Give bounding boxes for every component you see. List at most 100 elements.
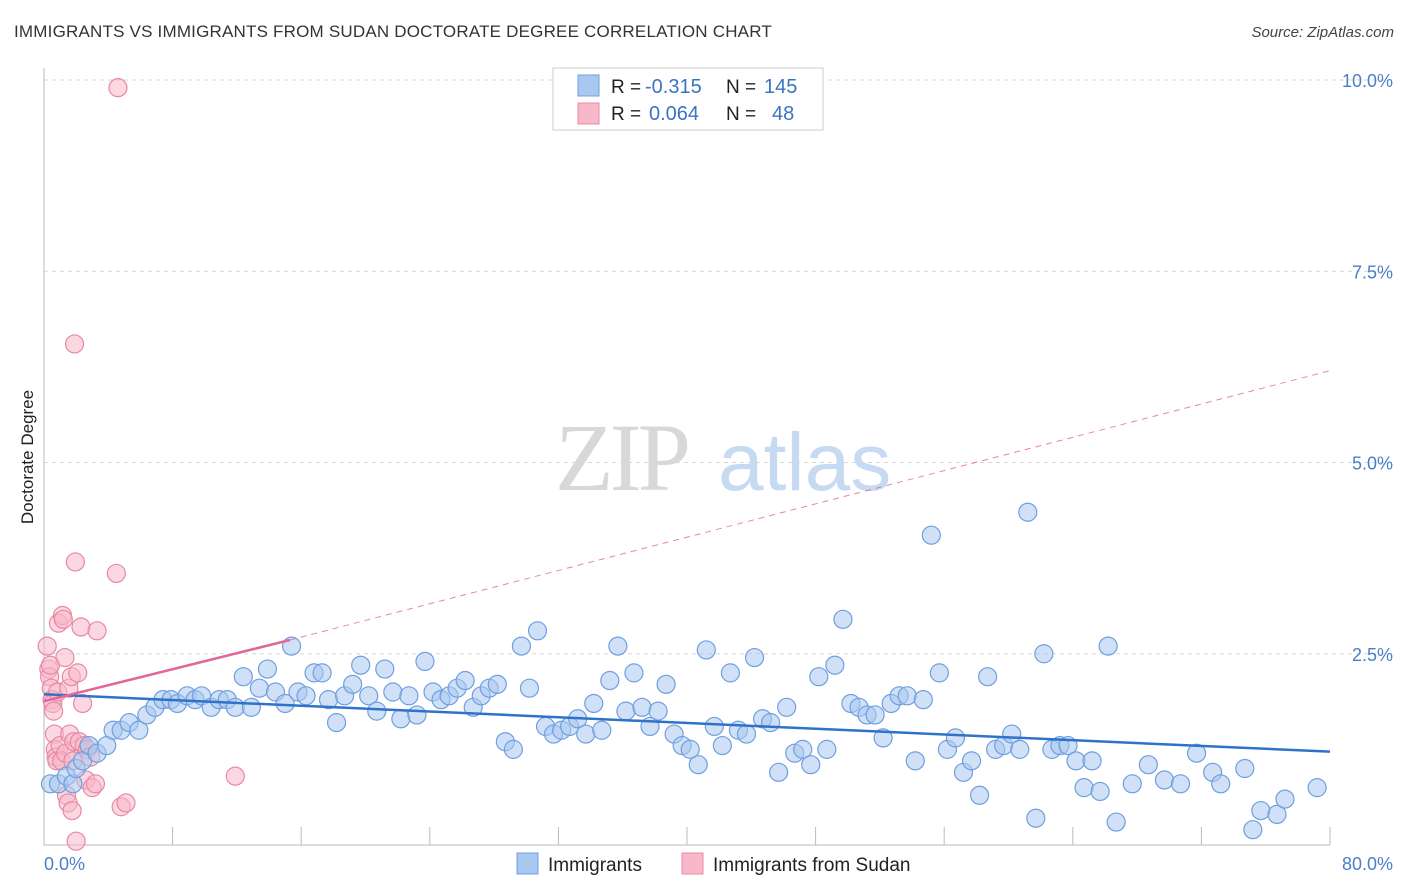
legend-r-label-2: R = [611,104,641,125]
point-1-40 [85,774,106,794]
gridlines [44,79,1395,655]
bottom-legend-swatch-immigrants [516,852,539,875]
point-0-84 [704,716,724,737]
y-tick-label-0: 2.5% [1352,645,1393,665]
point-0-138 [1170,774,1191,794]
point-0-62 [527,621,548,641]
point-0-70 [592,720,612,740]
point-1-46 [225,766,245,786]
point-0-42 [367,701,387,721]
point-1-18 [55,647,75,668]
point-0-109 [905,751,925,771]
x-tick-label-1: 80.0% [1342,854,1393,874]
point-0-136 [1138,755,1158,775]
legend-swatch-sudan [577,102,600,125]
point-0-93 [777,697,797,717]
point-0-112 [929,663,949,683]
point-0-142 [1235,758,1255,779]
point-0-98 [817,739,837,759]
bottom-legend-swatch-sudan [681,852,704,875]
point-0-105 [873,728,893,748]
point-0-92 [769,762,789,782]
point-0-144 [1251,800,1271,821]
trend-sudan-dashed [289,370,1331,641]
point-0-45 [391,709,411,729]
point-1-34 [72,693,93,714]
point-0-26 [241,697,261,717]
point-1-33 [71,617,91,637]
point-0-73 [616,701,636,721]
point-0-133 [1098,636,1118,656]
bottom-legend-label-sudan: Immigrants from Sudan [713,855,910,876]
point-0-86 [720,663,741,683]
point-0-72 [608,636,628,656]
point-0-78 [656,674,676,694]
legend-n-label-2: N = [726,104,756,125]
legend-n-value-2: 48 [772,103,794,125]
point-0-27 [249,678,270,698]
point-0-134 [1106,812,1126,832]
point-0-139 [1186,743,1207,763]
legend-r-label-1: R = [611,77,641,98]
point-0-100 [833,609,853,629]
point-0-25 [233,667,253,687]
point-0-125 [1034,644,1054,664]
series-legend: Immigrants Immigrants from Sudan [516,852,910,876]
tick-labels: 2.5% 5.0% 7.5% 10.0% 0.0% 80.0% [44,71,1393,874]
point-0-68 [576,724,596,744]
y-axis-title: Doctorate Degree [18,390,37,524]
point-0-47 [407,705,427,725]
point-0-114 [945,728,966,748]
axes [43,68,1331,846]
point-0-53 [455,670,475,691]
legend-r-value-1: -0.315 [645,76,702,98]
point-0-99 [825,655,845,675]
point-1-25 [62,800,82,821]
point-0-35 [312,663,332,683]
y-tick-label-2: 7.5% [1352,262,1393,282]
point-0-60 [511,636,532,656]
point-0-96 [801,755,821,775]
point-1-0 [37,636,57,656]
chart-title: IMMIGRANTS VS IMMIGRANTS FROM SUDAN DOCT… [14,22,772,41]
legend-n-value-1: 145 [764,76,797,98]
point-0-24 [225,697,245,717]
point-0-137 [1154,770,1175,790]
point-0-74 [624,663,644,683]
point-0-37 [326,712,347,733]
x-tick-label-0: 0.0% [44,854,85,874]
point-0-12 [129,720,149,740]
point-0-123 [1018,502,1038,522]
point-0-111 [921,525,941,545]
point-0-85 [712,735,732,756]
point-0-57 [487,674,507,694]
trend-immigrants [43,693,1331,753]
point-1-7 [44,701,64,721]
point-0-89 [744,647,765,668]
point-0-43 [375,659,395,679]
point-0-39 [343,674,363,694]
point-0-71 [600,670,620,691]
trend-lines [43,370,1331,753]
legend-r-value-2: 0.064 [649,103,699,125]
point-1-17 [53,609,73,629]
point-0-122 [1010,739,1030,759]
point-0-59 [503,739,523,759]
correlation-legend: R = -0.315 N = 145 R = 0.064 N = 48 [552,67,824,131]
point-0-28 [257,659,278,679]
watermark: ZIP atlas [555,404,891,511]
point-0-104 [865,705,885,725]
point-1-42 [106,563,126,584]
point-0-95 [793,739,813,759]
point-1-43 [108,78,128,98]
point-1-41 [87,621,107,641]
point-1-29 [65,552,85,572]
point-0-108 [897,686,917,706]
y-tick-label-1: 5.0% [1352,454,1393,474]
point-1-30 [66,831,86,851]
point-0-48 [415,651,435,672]
point-0-132 [1090,781,1110,802]
point-0-81 [680,739,700,759]
source-label: Source: ZipAtlas.com [1251,24,1394,41]
point-0-97 [809,667,829,687]
